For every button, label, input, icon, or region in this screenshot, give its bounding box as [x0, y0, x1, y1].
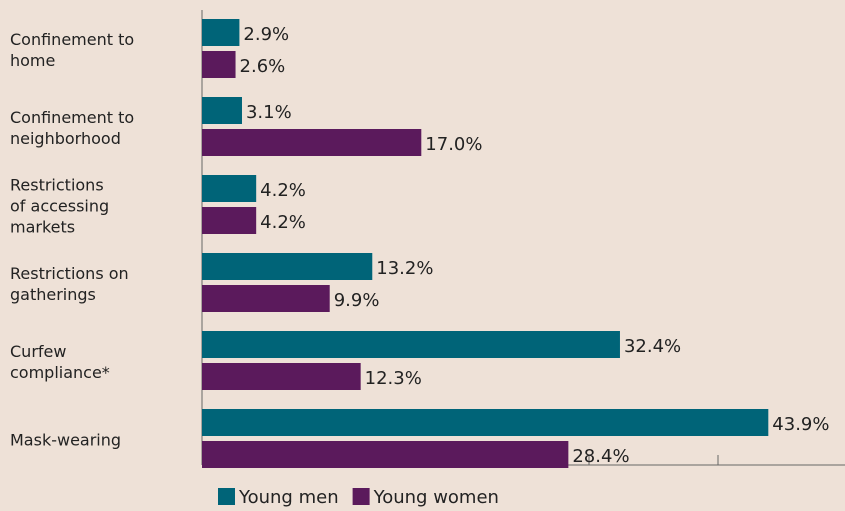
- category-label: Restrictions on gatherings: [10, 264, 129, 304]
- value-label: 9.9%: [334, 290, 380, 311]
- legend-label: Young men: [238, 487, 339, 508]
- bar: [202, 19, 240, 46]
- bar: [202, 129, 422, 156]
- bar: [202, 363, 361, 390]
- value-label: 32.4%: [624, 336, 681, 357]
- bar: [202, 285, 330, 312]
- legend-swatch: [218, 488, 235, 505]
- category-label: Curfew compliance*: [10, 342, 110, 382]
- bar: [202, 51, 236, 78]
- bar: [202, 253, 373, 280]
- value-label: 2.6%: [240, 56, 286, 77]
- category-label: Restrictions of accessing markets: [10, 175, 110, 237]
- value-label: 2.9%: [243, 24, 289, 45]
- value-label: 4.2%: [260, 212, 306, 233]
- value-label: 4.2%: [260, 180, 306, 201]
- bar: [202, 331, 620, 358]
- value-label: 12.3%: [365, 368, 422, 389]
- value-label: 3.1%: [246, 102, 292, 123]
- value-label: 43.9%: [772, 414, 829, 435]
- legend-swatch: [352, 488, 370, 505]
- bar: [202, 175, 257, 202]
- value-label: 13.2%: [376, 258, 433, 279]
- category-label: Mask-wearing: [10, 430, 122, 450]
- category-label: Confinement to neighborhood: [10, 108, 135, 148]
- category-label: Confinement to home: [10, 30, 135, 70]
- value-label: 28.4%: [572, 446, 629, 467]
- bar: [202, 207, 257, 234]
- bar: [202, 441, 569, 468]
- legend-label: Young women: [373, 487, 499, 508]
- bar: [202, 409, 769, 436]
- bar: [202, 97, 242, 124]
- value-label: 17.0%: [425, 134, 482, 155]
